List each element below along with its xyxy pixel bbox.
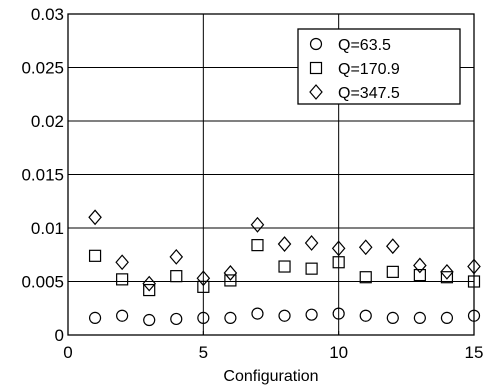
diamond-point: [196, 270, 211, 287]
legend-diamond-marker: [309, 84, 323, 100]
y-tick-label: 0.03: [31, 5, 64, 24]
circle-point: [305, 308, 318, 321]
diamond-point: [277, 236, 292, 252]
diamond-point: [88, 209, 102, 226]
legend-box: [297, 28, 461, 105]
tick-labels: 0 5 10 15 0 0.005 0.01 0.015 0.02 0.025 0.03: [21, 5, 483, 362]
legend-label: Q=347.5: [338, 85, 400, 102]
circle-point: [278, 309, 291, 322]
circle-point: [116, 309, 129, 322]
circle-point: [413, 311, 426, 324]
legend-square-marker: [309, 61, 323, 75]
diamond-point: [169, 248, 184, 265]
legend-circle-marker: [309, 37, 323, 51]
square-point: [143, 283, 156, 297]
y-tick-label: 0.01: [31, 219, 64, 238]
square-point: [224, 274, 237, 287]
diamond-point: [223, 265, 238, 281]
diamond-point: [142, 275, 156, 292]
x-tick-label: 15: [465, 343, 484, 362]
square-point: [413, 268, 426, 282]
circle-point: [143, 313, 156, 327]
diamond-point: [115, 254, 129, 271]
circle-point: [170, 312, 183, 326]
square-point: [197, 280, 210, 293]
diamond-point: [331, 240, 346, 257]
y-tick-label: 0.005: [21, 273, 64, 292]
square-point: [332, 256, 345, 269]
y-tick-label: 0.025: [21, 59, 64, 78]
diamond-point: [358, 239, 373, 256]
x-tick-label: 0: [63, 343, 72, 362]
circle-point: [467, 309, 481, 322]
y-tick-label: 0.015: [21, 166, 64, 185]
circle-point: [332, 307, 345, 320]
square-point: [440, 271, 454, 284]
circle-point: [386, 311, 399, 324]
circle-point: [224, 311, 237, 324]
square-point: [386, 265, 399, 278]
legend: Q=63.5 Q=170.9 Q=347.5: [297, 28, 461, 105]
diamond-point: [440, 263, 454, 280]
x-tick-label: 10: [329, 343, 348, 362]
diamond-point: [467, 258, 481, 275]
square-point: [305, 262, 318, 275]
x-axis-label: Configuration: [223, 368, 318, 385]
legend-label: Q=170.9: [338, 61, 400, 78]
square-point: [251, 239, 264, 252]
diamond-point: [250, 216, 265, 233]
circle-point: [88, 311, 102, 324]
axes: [67, 13, 475, 336]
y-tick-label: 0: [55, 326, 64, 345]
square-point: [116, 273, 129, 286]
y-tick-label: 0.02: [31, 112, 64, 131]
circle-point: [197, 311, 210, 324]
diamond-point: [304, 235, 319, 251]
circle-point: [251, 307, 264, 320]
data-points: [88, 209, 481, 327]
diamond-point: [386, 238, 400, 255]
square-point: [278, 260, 291, 273]
diamond-point: [413, 257, 427, 274]
square-point: [88, 249, 102, 262]
square-point: [467, 275, 481, 288]
circle-point: [440, 311, 454, 324]
legend-label: Q=63.5: [338, 37, 391, 54]
circle-point: [359, 309, 372, 322]
square-point: [359, 271, 372, 284]
x-tick-label: 5: [199, 343, 208, 362]
square-point: [170, 270, 183, 283]
